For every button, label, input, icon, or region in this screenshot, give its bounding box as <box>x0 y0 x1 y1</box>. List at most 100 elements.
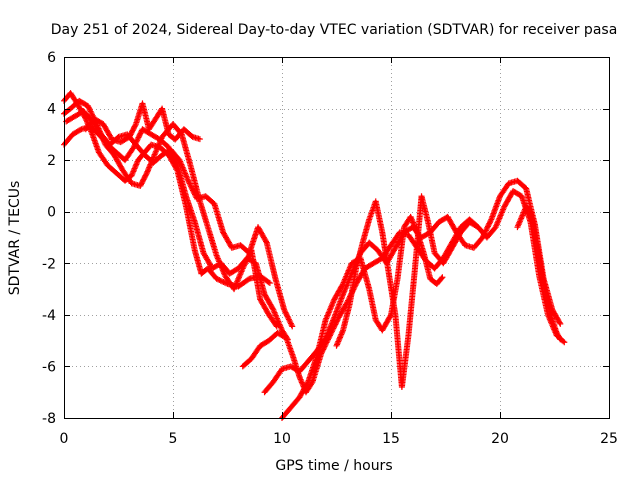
data-point <box>472 222 479 229</box>
data-point <box>217 277 224 284</box>
data-point <box>557 336 564 343</box>
data-point <box>387 313 394 320</box>
data-point <box>171 155 178 162</box>
data-point <box>281 308 288 315</box>
data-point <box>168 149 175 156</box>
data-point <box>320 344 327 351</box>
data-point <box>486 220 493 227</box>
plot-frame <box>64 57 610 419</box>
data-point <box>188 184 195 191</box>
data-point <box>561 339 568 346</box>
data-point <box>216 277 223 284</box>
data-point <box>189 186 196 193</box>
data-point <box>137 130 144 137</box>
data-point <box>289 323 296 330</box>
data-point <box>191 190 198 197</box>
y-tick-label: -6 <box>42 359 56 375</box>
data-point <box>189 187 196 194</box>
x-tick-label: 5 <box>169 431 178 447</box>
data-point <box>187 181 194 188</box>
chart-title: Day 251 of 2024, Sidereal Day-to-day VTE… <box>51 22 618 38</box>
data-point <box>166 145 173 152</box>
data-point <box>287 320 294 327</box>
data-point <box>281 306 288 313</box>
data-point <box>132 140 139 147</box>
data-point <box>286 317 293 324</box>
data-point <box>219 278 226 285</box>
data-point <box>484 223 491 230</box>
data-point <box>77 126 84 133</box>
series-arc2 <box>61 97 280 330</box>
series-arc5 <box>82 100 203 146</box>
data-point <box>165 144 172 151</box>
data-point <box>339 282 346 289</box>
data-point <box>285 315 292 322</box>
data-point <box>85 104 92 111</box>
data-point <box>214 276 221 283</box>
data-point <box>132 141 139 148</box>
data-point <box>266 280 273 287</box>
x-tick-label: 10 <box>273 431 291 447</box>
data-point <box>473 223 480 230</box>
x-axis-label: GPS time / hours <box>275 458 392 474</box>
data-point <box>487 217 494 224</box>
y-tick-label: 6 <box>47 50 56 66</box>
data-point <box>285 316 292 323</box>
data-point <box>89 111 96 118</box>
data-point <box>88 109 95 116</box>
data-point <box>320 346 327 353</box>
data-point <box>556 335 563 342</box>
y-tick-label: 4 <box>47 102 56 118</box>
y-tick-label: -2 <box>42 256 56 272</box>
data-point <box>282 309 289 316</box>
data-point <box>171 156 178 163</box>
data-point <box>480 231 487 238</box>
data-point <box>480 233 487 240</box>
data-point <box>130 144 137 151</box>
data-point <box>135 134 142 141</box>
data-point <box>481 230 488 237</box>
data-point <box>438 275 445 282</box>
axes: 0 5 10 15 20 25 -8 -6 -4 -2 0 2 4 6 <box>42 50 618 447</box>
data-point <box>304 380 311 387</box>
data-point <box>479 234 486 241</box>
data-point <box>185 177 192 184</box>
data-point <box>263 238 270 245</box>
data-point <box>186 180 193 187</box>
data-point <box>484 224 491 231</box>
data-point <box>439 274 446 281</box>
data-marks <box>61 90 568 421</box>
data-point <box>265 279 272 286</box>
data-point <box>172 158 179 165</box>
data-point <box>187 183 194 190</box>
y-tick-label: 2 <box>47 153 56 169</box>
data-point <box>190 188 197 195</box>
data-point <box>485 222 492 229</box>
data-point <box>166 147 173 154</box>
data-point <box>136 133 143 140</box>
data-point <box>319 347 326 354</box>
data-point <box>283 310 290 317</box>
y-tick-label: 0 <box>47 205 56 221</box>
data-point <box>556 319 563 326</box>
data-point <box>86 107 93 114</box>
data-point <box>136 131 143 138</box>
data-point <box>269 305 276 312</box>
data-point <box>284 313 291 320</box>
data-point <box>87 108 94 115</box>
data-point <box>89 112 96 119</box>
data-point <box>287 319 294 326</box>
data-point <box>131 142 138 149</box>
data-point <box>557 320 564 327</box>
data-point <box>486 219 493 226</box>
x-tick-label: 0 <box>60 431 69 447</box>
data-point <box>191 191 198 198</box>
data-point <box>196 136 203 143</box>
data-point <box>134 137 141 144</box>
data-point <box>185 179 192 186</box>
series-arc10 <box>514 203 564 343</box>
data-point <box>213 275 220 282</box>
series-arc9 <box>333 193 480 391</box>
series-arc7 <box>261 177 564 396</box>
